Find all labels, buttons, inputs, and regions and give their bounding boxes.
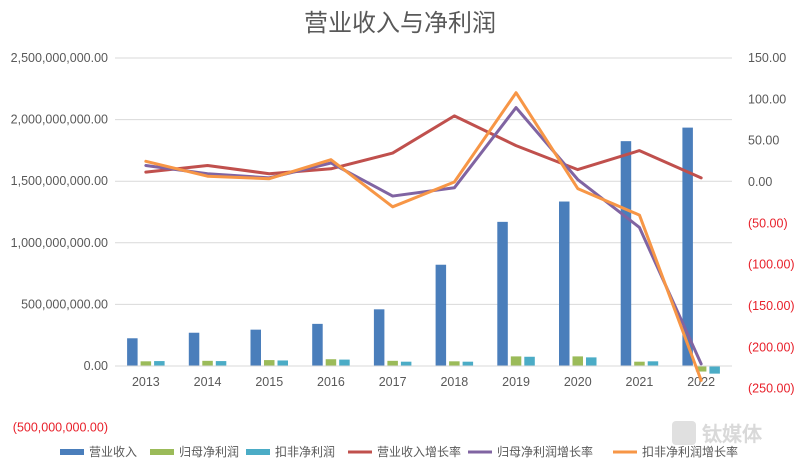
bar — [559, 201, 570, 366]
left-axis: 2,500,000,000.00 2,000,000,000.00 1,500,00… — [11, 51, 108, 435]
bar — [250, 329, 261, 366]
chart-title: 营业收入与净利润 — [304, 9, 496, 37]
x-tick-label: 2018 — [440, 375, 468, 389]
legend-label: 扣非净利润增长率 — [642, 444, 738, 459]
x-tick-label: 2019 — [502, 375, 530, 389]
bar — [586, 357, 597, 366]
right-tick-label: (200.00) — [748, 340, 795, 354]
line-series-1 — [144, 114, 703, 180]
bar — [524, 356, 535, 366]
x-tick-label: 2020 — [564, 375, 592, 389]
right-tick-label: (100.00) — [748, 258, 795, 272]
bar — [154, 361, 165, 366]
left-tick-label: 2,500,000,000.00 — [11, 51, 108, 65]
bar — [215, 361, 227, 366]
x-tick-label: 2017 — [379, 375, 407, 389]
right-tick-label: (50.00) — [748, 216, 788, 230]
bar — [497, 221, 508, 366]
bar — [572, 356, 583, 366]
bar-series-1 — [127, 127, 693, 366]
legend-swatch — [150, 449, 174, 455]
x-tick-label: 2016 — [317, 375, 345, 389]
legend-item: 归母净利润 — [150, 445, 239, 459]
bar — [435, 264, 447, 366]
legend-label: 营业收入增长率 — [377, 444, 461, 459]
line-series-group — [144, 91, 703, 382]
left-tick-label: 1,500,000,000.00 — [11, 174, 108, 188]
x-tick-label: 2021 — [626, 375, 654, 389]
bar — [387, 360, 398, 366]
x-tick-label: 2014 — [194, 375, 222, 389]
legend-label: 归母净利润增长率 — [497, 444, 593, 459]
bar — [709, 366, 720, 374]
bar — [325, 359, 337, 366]
left-tick-label: 500,000,000.00 — [21, 297, 108, 311]
bar — [188, 332, 200, 366]
bar — [510, 356, 522, 366]
bar — [202, 360, 213, 366]
right-tick-label: (250.00) — [748, 382, 795, 396]
bar — [140, 361, 152, 366]
legend: 营业收入 归母净利润 扣非净利润 营业收入增长率 归母净利润增长率 扣非净利润增长率 — [60, 444, 738, 459]
x-tick-label: 2022 — [687, 375, 715, 389]
legend-item: 归母净利润增长率 — [468, 444, 593, 459]
bar-series-2 — [140, 356, 707, 372]
bar — [647, 361, 659, 366]
right-tick-label: (150.00) — [748, 299, 795, 313]
right-tick-label: 100.00 — [748, 92, 786, 106]
bar — [312, 323, 323, 366]
legend-swatch — [246, 449, 270, 455]
watermark-icon — [672, 421, 696, 445]
left-tick-label: 0.00 — [84, 359, 108, 373]
bar-series-3 — [154, 356, 720, 374]
x-axis: 2013 2014 2015 2016 2017 2018 2019 2020 2021 2022 — [132, 375, 715, 389]
watermark-text: 钛媒体 — [702, 422, 763, 446]
watermark-logo: 钛媒体 — [672, 421, 763, 446]
bar — [400, 361, 412, 366]
bar — [339, 359, 350, 366]
legend-item: 扣非净利润增长率 — [613, 444, 738, 459]
right-tick-label: 0.00 — [748, 175, 772, 189]
bar — [462, 361, 474, 366]
left-tick-label: 1,000,000,000.00 — [11, 236, 108, 250]
gridlines — [115, 57, 732, 367]
bar — [277, 360, 288, 366]
bar — [127, 338, 138, 366]
left-tick-label: 2,000,000,000.00 — [11, 113, 108, 127]
line-series-2 — [144, 106, 703, 366]
x-tick-label: 2013 — [132, 375, 160, 389]
legend-item: 营业收入增长率 — [348, 444, 461, 459]
right-tick-label: 150.00 — [748, 51, 786, 65]
legend-swatch — [60, 449, 84, 455]
bar — [373, 309, 385, 366]
legend-item: 营业收入 — [60, 445, 137, 459]
right-axis: 150.00 100.00 50.00 0.00 (50.00) (100.00) (150… — [748, 51, 795, 396]
bar — [634, 361, 645, 366]
right-tick-label: 50.00 — [748, 134, 779, 148]
bar — [449, 361, 460, 366]
bar — [620, 141, 632, 366]
legend-label: 扣非净利润 — [275, 445, 335, 459]
legend-item: 扣非净利润 — [246, 445, 335, 459]
legend-label: 营业收入 — [89, 445, 137, 459]
legend-label: 归母净利润 — [179, 445, 239, 459]
line-series-3 — [144, 91, 703, 382]
bar — [264, 360, 275, 366]
left-tick-label: (500,000,000.00) — [13, 421, 108, 435]
bar-series-group — [127, 127, 720, 374]
bar — [682, 127, 693, 366]
bar — [695, 366, 707, 372]
x-tick-label: 2015 — [255, 375, 283, 389]
